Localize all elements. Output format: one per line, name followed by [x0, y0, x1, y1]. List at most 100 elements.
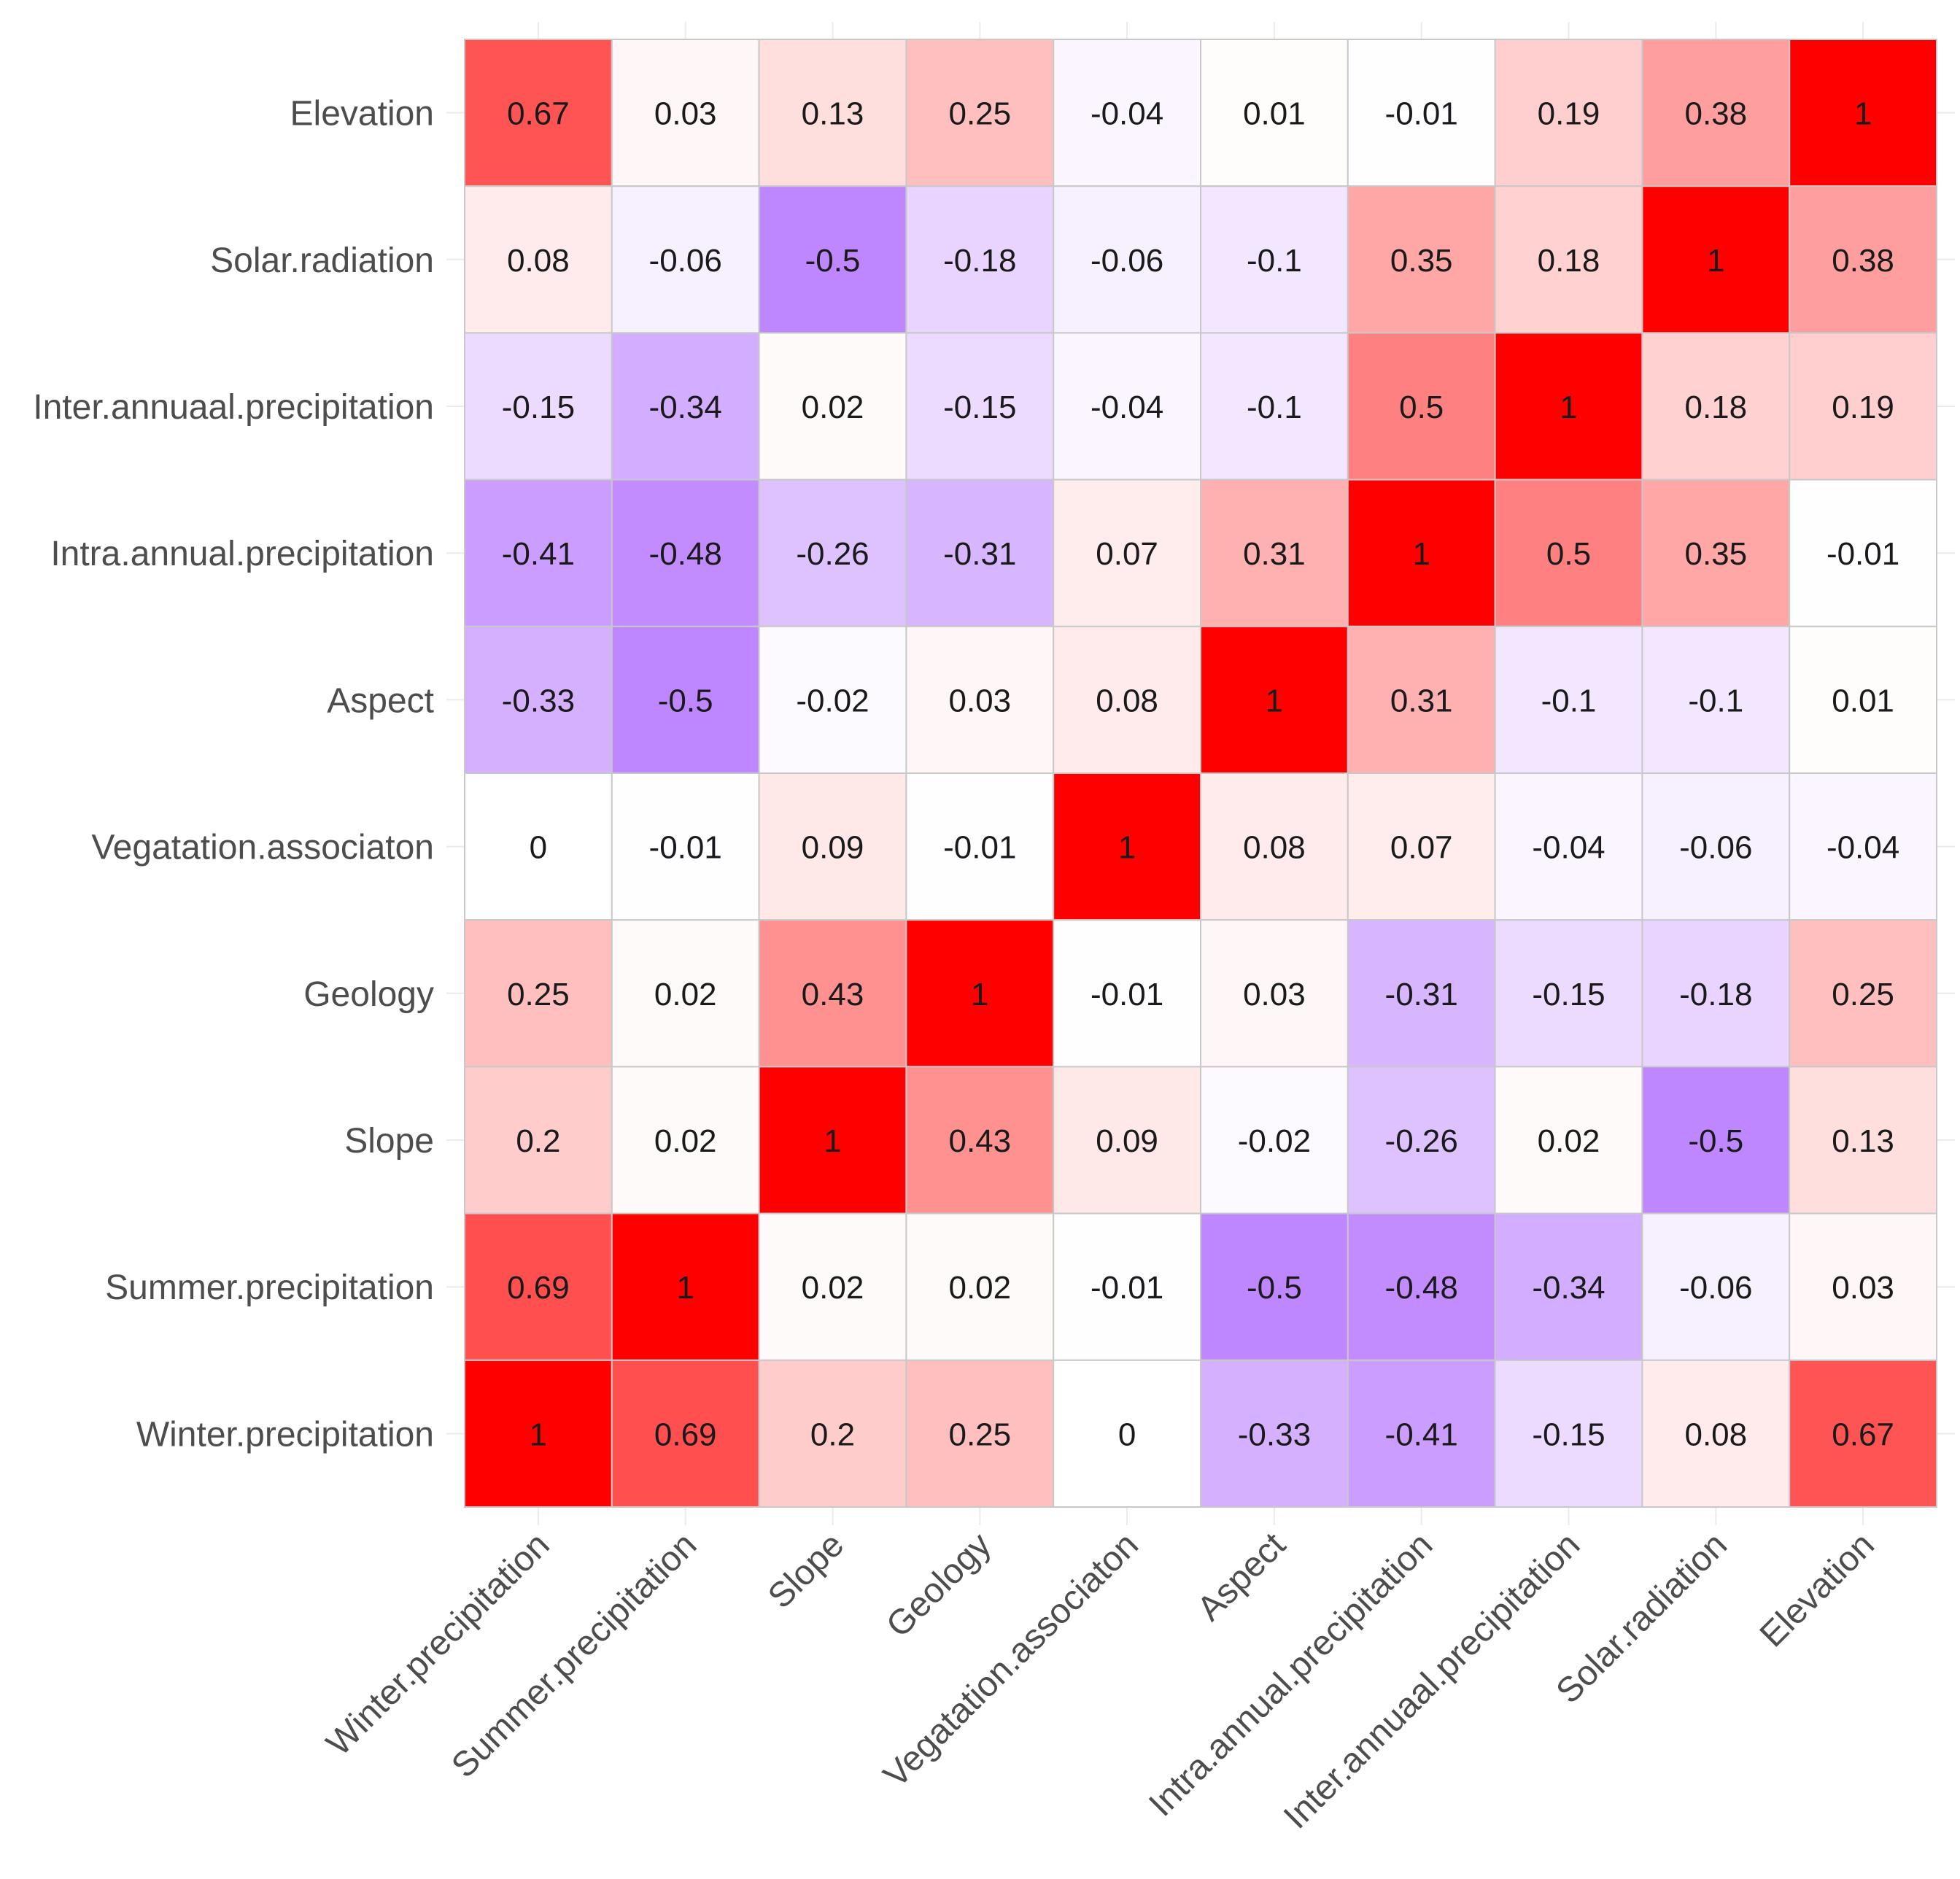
heatmap-cell: [1053, 39, 1201, 187]
x-axis-label: Summer.precipitation: [444, 1525, 704, 1785]
y-axis-label: Geology: [303, 975, 434, 1014]
cell-value: -0.41: [1385, 1417, 1458, 1452]
cell-value: 0.25: [948, 96, 1011, 132]
cell-value: 1: [1118, 830, 1136, 866]
cell-value: 0.08: [1243, 830, 1306, 866]
heatmap-cell: [1641, 1066, 1791, 1214]
cell-value: 1: [1707, 243, 1724, 279]
cell-value: 0.25: [1832, 977, 1894, 1012]
cell-value: 0: [530, 830, 547, 866]
heatmap-cell: [1347, 919, 1496, 1068]
cell-value: 0.2: [516, 1123, 560, 1159]
heatmap-cell: [1789, 332, 1937, 481]
cell-value: -0.34: [649, 390, 722, 425]
cell-value: 0.19: [1538, 96, 1600, 132]
heatmap-cell: [1789, 919, 1937, 1068]
heatmap-cell: [464, 39, 613, 187]
cell-value: 0.18: [1538, 243, 1600, 279]
cell-value: -0.15: [1532, 977, 1605, 1012]
heatmap-cell: [1789, 479, 1937, 627]
cell-value: -0.15: [502, 390, 575, 425]
cell-value: -0.5: [1688, 1123, 1743, 1159]
heatmap-cell: [1200, 185, 1349, 334]
cell-value: -0.34: [1532, 1270, 1605, 1306]
cell-value: -0.48: [649, 536, 722, 572]
heatmap-cell: [611, 1066, 760, 1214]
x-axis-label: Elevation: [1753, 1525, 1882, 1654]
x-axis-label: Geology: [879, 1525, 999, 1645]
cell-value: 0.18: [1684, 390, 1747, 425]
heatmap-cell: [1053, 332, 1201, 481]
heatmap-cell: [1053, 919, 1201, 1068]
cell-value: -0.48: [1385, 1270, 1458, 1306]
heatmap-cell: [1347, 39, 1496, 187]
heatmap-cell: [758, 185, 907, 334]
heatmap-cell: [1053, 185, 1201, 334]
heatmap-cell: [1494, 1359, 1643, 1508]
heatmap-cell: [1494, 1212, 1643, 1361]
heatmap-cell: [758, 919, 907, 1068]
y-axis-label: Intra.annual.precipitation: [50, 535, 434, 573]
cell-value: -0.31: [1385, 977, 1458, 1012]
heatmap-cell: [464, 185, 613, 334]
cell-value: -0.1: [1541, 683, 1597, 718]
cell-value: -0.01: [649, 830, 722, 866]
y-axis-label: Winter.precipitation: [136, 1415, 434, 1454]
cell-value: 0.5: [1399, 390, 1444, 425]
cell-value: 1: [1412, 536, 1430, 572]
heatmap-cells: [464, 39, 1937, 1508]
heatmap-cell: [1494, 332, 1643, 481]
heatmap-cell: [1347, 185, 1496, 334]
x-axis-label: Inter.annuaal.precipitation: [1277, 1525, 1587, 1836]
heatmap-cell: [1789, 185, 1937, 334]
cell-value: -0.06: [649, 243, 722, 279]
heatmap-cell: [611, 919, 760, 1068]
heatmap-cell: [1641, 479, 1791, 627]
cell-value: 0.01: [1243, 96, 1306, 132]
heatmap-cell: [464, 332, 613, 481]
heatmap-cell: [1053, 772, 1201, 921]
heatmap-cell: [1641, 332, 1791, 481]
cell-value: 1: [1854, 96, 1872, 132]
y-axis-label: Aspect: [327, 681, 434, 720]
cell-value: 1: [676, 1270, 694, 1306]
cell-value: 0.2: [810, 1417, 855, 1452]
x-axis-label: Aspect: [1190, 1525, 1293, 1628]
heatmap-cell: [1494, 1066, 1643, 1214]
cell-value: -0.18: [943, 243, 1016, 279]
cell-value: -0.04: [1091, 96, 1163, 132]
cell-value: 1: [1560, 390, 1577, 425]
cell-value: -0.5: [658, 683, 713, 718]
heatmap-cell: [905, 625, 1055, 774]
x-axis-label: Intra.annual.precipitation: [1142, 1525, 1440, 1824]
cell-value: -0.04: [1827, 830, 1899, 866]
cell-value: -0.04: [1532, 830, 1605, 866]
heatmap-cell: [611, 772, 760, 921]
heatmap-cell: [1789, 625, 1937, 774]
cell-value: -0.06: [1679, 830, 1752, 866]
cell-value: 0.25: [507, 977, 570, 1012]
heatmap-cell: [1494, 185, 1643, 334]
cell-value: 0.67: [1832, 1417, 1894, 1452]
cell-value: 0.09: [802, 830, 864, 866]
heatmap-cell: [1347, 1359, 1496, 1508]
heatmap-cell: [1200, 919, 1349, 1068]
heatmap-cell: [464, 919, 613, 1068]
cell-value: 0.07: [1390, 830, 1453, 866]
heatmap-cell: [1494, 479, 1643, 627]
y-axis-labels: Elevation Solar.radiation Inter.annuaal.pr…: [33, 95, 434, 1454]
x-axis-label: Slope: [761, 1525, 851, 1616]
heatmap-cell: [1347, 479, 1496, 627]
heatmap-cell: [1641, 772, 1791, 921]
y-axis-label: Summer.precipitation: [105, 1268, 434, 1307]
heatmap-cell: [1200, 1359, 1349, 1508]
heatmap-cell: [1789, 1359, 1937, 1508]
cell-value: 0.07: [1096, 536, 1158, 572]
heatmap-cell: [905, 1212, 1055, 1361]
cell-value: -0.01: [1385, 96, 1458, 132]
heatmap-cell: [611, 332, 760, 481]
cell-value: -0.33: [502, 683, 575, 718]
cell-value: 0.67: [507, 96, 570, 132]
heatmap-cell: [905, 185, 1055, 334]
heatmap-cell: [1347, 772, 1496, 921]
